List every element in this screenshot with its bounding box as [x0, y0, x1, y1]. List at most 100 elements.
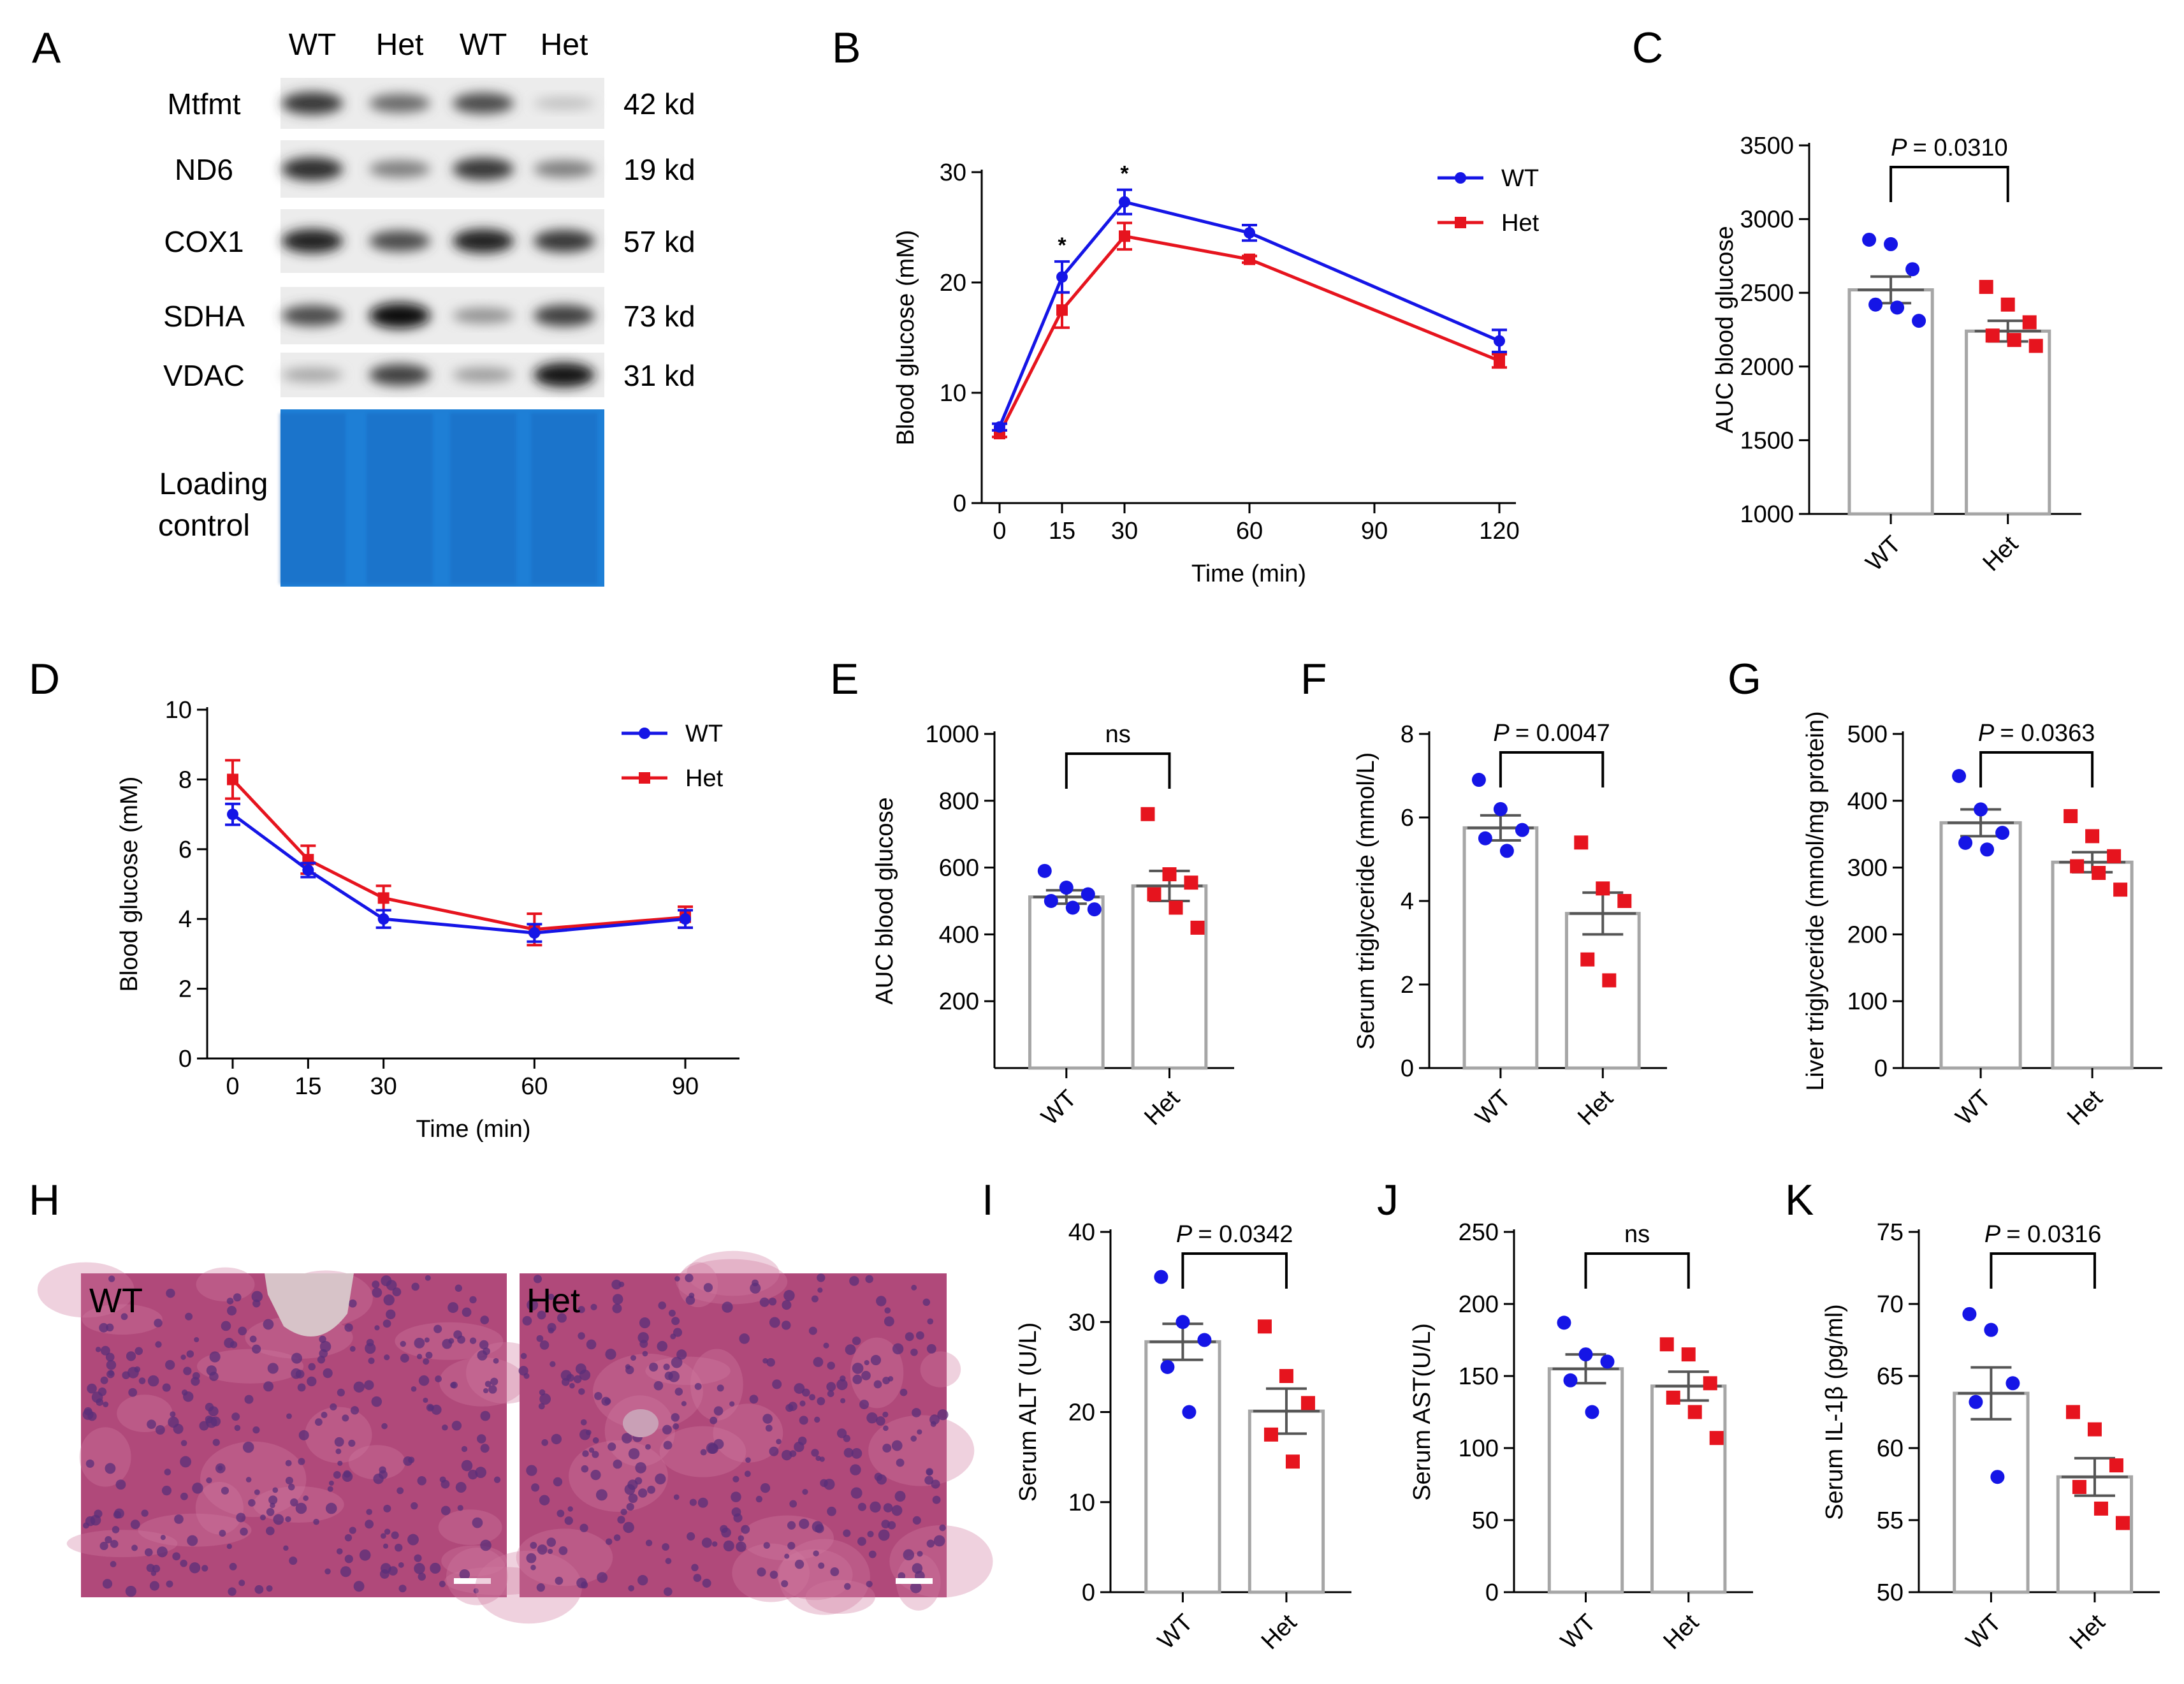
- nucleus: [569, 1382, 575, 1389]
- nucleus: [368, 1358, 375, 1365]
- nucleus: [905, 1332, 914, 1342]
- nucleus: [722, 1301, 733, 1313]
- nucleus: [414, 1554, 422, 1562]
- nucleus: [579, 1369, 591, 1381]
- data-point-het: [1709, 1431, 1724, 1446]
- nucleus: [673, 1423, 680, 1430]
- significance-bracket: [1979, 751, 2094, 787]
- nucleus: [932, 1495, 941, 1504]
- nucleus: [173, 1423, 184, 1434]
- nucleus: [558, 1546, 568, 1555]
- nucleus: [866, 1581, 873, 1588]
- nucleus: [912, 1408, 921, 1417]
- nucleus: [344, 1555, 353, 1563]
- data-point-wt: [1471, 773, 1486, 787]
- size-label-cox1: 57 kd: [623, 225, 695, 258]
- nucleus: [82, 1409, 94, 1420]
- nucleus: [873, 1380, 882, 1389]
- x-tick-label-het: Het: [1256, 1609, 1302, 1655]
- data-point-het: [1184, 875, 1198, 890]
- nucleus: [731, 1491, 741, 1502]
- nucleus: [676, 1349, 687, 1360]
- data-point-het: [1162, 867, 1177, 882]
- y-tick-label: 100: [1847, 988, 1888, 1015]
- p-symbol: P: [1176, 1221, 1198, 1248]
- nucleus: [157, 1546, 168, 1558]
- nucleus: [836, 1379, 848, 1391]
- nucleus: [349, 1345, 356, 1352]
- nucleus: [290, 1498, 298, 1507]
- nucleus: [594, 1392, 602, 1400]
- nucleus: [164, 1468, 171, 1475]
- data-point-wt: [680, 913, 691, 925]
- nucleus: [541, 1439, 548, 1446]
- nucleus: [379, 1569, 389, 1579]
- loading-lane: [450, 413, 516, 584]
- nucleus: [252, 1344, 261, 1354]
- nucleus: [630, 1355, 636, 1361]
- nucleus: [286, 1413, 292, 1419]
- nucleus: [782, 1321, 791, 1330]
- data-point-wt: [1493, 802, 1508, 816]
- portal-vessel: [623, 1409, 659, 1437]
- nucleus: [732, 1475, 739, 1483]
- nucleus: [381, 1275, 392, 1287]
- nucleus: [425, 1351, 433, 1359]
- chart-F-serum-triglyceride: 0 2 4 6 8 WT Het P = 0.0047 Serum triglyceride (…: [1353, 720, 1667, 1131]
- nucleus: [917, 1551, 923, 1557]
- nucleus: [174, 1514, 184, 1524]
- data-point-het: [1279, 1369, 1293, 1383]
- y-axis-label: Serum triglyceride (mmol/L): [1353, 752, 1380, 1050]
- nucleus: [480, 1410, 491, 1421]
- nucleus: [259, 1514, 266, 1521]
- data-point-het: [1263, 1427, 1278, 1442]
- data-point-wt: [1990, 1470, 2005, 1484]
- y-tick-label: 30: [940, 159, 966, 186]
- nucleus: [382, 1319, 391, 1328]
- cytoplasm-patch: [778, 1539, 870, 1615]
- nucleus: [741, 1525, 750, 1534]
- data-point-het: [1140, 807, 1155, 821]
- panel-G-letter: G: [1728, 655, 1761, 703]
- nucleus: [867, 1530, 874, 1537]
- nucleus: [738, 1535, 745, 1542]
- nucleus: [365, 1519, 374, 1529]
- nucleus: [423, 1358, 430, 1365]
- lane-label-wt-3: WT: [460, 28, 507, 62]
- blot-row-nd6: ND6 19 kd: [175, 140, 695, 198]
- nucleus: [330, 1403, 337, 1411]
- nucleus: [350, 1406, 360, 1415]
- nucleus: [414, 1337, 425, 1349]
- nucleus: [372, 1287, 382, 1298]
- data-point-het: [377, 892, 389, 904]
- nucleus: [750, 1282, 761, 1294]
- y-tick-label: 200: [1459, 1291, 1499, 1318]
- stat-value: = 0.0047: [1515, 720, 1610, 747]
- y-axis-label: Serum ALT (U/L): [1015, 1322, 1042, 1502]
- nucleus: [882, 1444, 892, 1453]
- nucleus: [814, 1416, 820, 1423]
- nucleus: [295, 1502, 307, 1514]
- blot-band: [453, 157, 514, 180]
- nucleus: [155, 1341, 162, 1348]
- nucleus: [868, 1550, 877, 1558]
- nucleus: [180, 1492, 188, 1500]
- nucleus: [849, 1276, 859, 1286]
- nucleus: [811, 1449, 819, 1457]
- nucleus: [635, 1462, 646, 1474]
- nucleus: [739, 1333, 750, 1344]
- chart-G-liver-triglyceride: 0 100 200 300 400 500 WT Het P = 0.0363 Liver tri…: [1802, 711, 2162, 1131]
- nucleus: [323, 1368, 333, 1379]
- nucleus: [749, 1395, 759, 1404]
- nucleus: [626, 1502, 634, 1511]
- nucleus: [483, 1387, 489, 1394]
- nucleus: [851, 1447, 863, 1459]
- nucleus: [674, 1387, 683, 1396]
- nucleus: [380, 1533, 386, 1539]
- nucleus: [244, 1395, 254, 1404]
- nucleus: [423, 1397, 428, 1403]
- data-point-het: [1056, 304, 1068, 316]
- nucleus: [673, 1328, 683, 1337]
- data-point-wt: [1037, 863, 1052, 878]
- nucleus: [799, 1416, 808, 1425]
